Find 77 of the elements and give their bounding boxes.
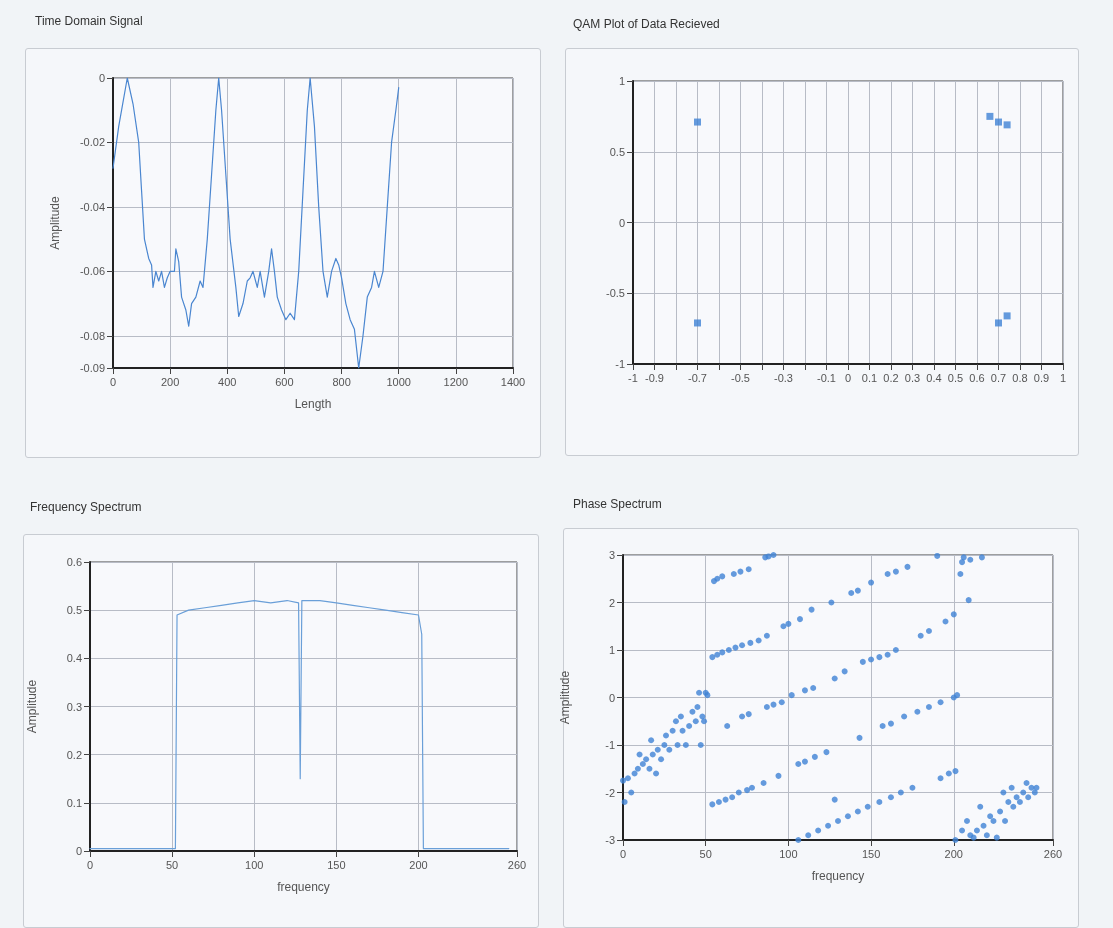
y-tick-label: 0.4 (66, 652, 82, 665)
y-tick-label: 0 (608, 691, 615, 704)
y-tick-label: 2 (608, 596, 615, 609)
x-tick-label: 1000 (386, 375, 411, 388)
point (694, 319, 701, 327)
x-tick-label: 150 (861, 847, 881, 860)
y-tick-label: 0.5 (66, 604, 82, 617)
y-tick-label: 0.1 (66, 796, 82, 809)
x-tick-label: 0.9 (1033, 371, 1050, 384)
line-series (89, 599, 510, 850)
x-tick-label: -0.9 (645, 371, 664, 384)
x-tick-label: 0.6 (969, 371, 985, 384)
x-tick-label: 1400 (500, 375, 526, 388)
x-tick-label: 50 (165, 858, 179, 871)
point (1003, 312, 1011, 320)
x-tick-label: -0.3 (774, 371, 793, 384)
y-tick-label: 0 (98, 72, 105, 84)
point (1003, 121, 1011, 129)
x-tick-label: 1 (1059, 371, 1067, 384)
y-tick-label: -0.02 (79, 136, 105, 149)
y-tick-label: 1 (608, 644, 615, 656)
y-tick-label: 0 (618, 216, 625, 229)
y-tick-label: -0.04 (79, 200, 105, 213)
x-tick-label: 150 (327, 858, 346, 871)
x-tick-label: 0.3 (904, 371, 921, 384)
y-tick-label: 0.5 (609, 145, 625, 158)
x-tick-label: 50 (699, 847, 712, 860)
y-tick-label: -0.09 (79, 362, 105, 374)
chart-title: Frequency Spectrum (30, 500, 142, 514)
x-axis-title: frequency (277, 880, 330, 894)
x-tick-label: 100 (779, 847, 798, 860)
y-tick-label: -2 (605, 786, 615, 799)
x-axis-title: Length (294, 397, 332, 411)
y-tick-label: 1 (618, 75, 625, 87)
x-tick-label: 0.8 (1012, 371, 1028, 384)
x-tick-label: -0.5 (731, 371, 750, 384)
x-tick-label: 0.1 (861, 371, 878, 384)
x-tick-label: -1 (628, 371, 638, 384)
y-tick-label: 3 (608, 549, 615, 561)
chart-title: Time Domain Signal (35, 14, 143, 28)
x-tick-label: -0.7 (688, 371, 707, 384)
x-tick-label: 0.4 (926, 371, 942, 384)
y-axis-title: Amplitude (558, 670, 572, 725)
y-tick-label: -0.08 (79, 329, 105, 342)
x-tick-label: 0 (109, 375, 117, 388)
y-axis-title: Amplitude (25, 679, 39, 734)
x-tick-label: 200 (944, 847, 963, 860)
x-tick-label: 100 (245, 858, 264, 871)
x-axis-title: frequency (811, 869, 865, 883)
x-tick-label: 600 (275, 375, 294, 388)
x-tick-label: 400 (218, 375, 237, 388)
x-tick-label: 800 (332, 375, 351, 388)
x-tick-label: 260 (1043, 847, 1063, 860)
y-tick-label: -3 (605, 834, 615, 846)
chart-title: QAM Plot of Data Recieved (573, 17, 720, 31)
x-tick-label: -0.1 (817, 371, 836, 384)
x-tick-label: 1200 (443, 375, 469, 388)
y-tick-label: 0.2 (66, 748, 82, 761)
x-tick-label: 0 (844, 371, 852, 384)
x-tick-label: 260 (507, 858, 527, 871)
y-tick-label: -0.5 (606, 287, 625, 300)
x-tick-label: 0.7 (990, 371, 1007, 384)
y-tick-label: -0.06 (79, 265, 105, 278)
x-tick-label: 200 (409, 858, 428, 871)
point (694, 118, 701, 126)
y-axis-title: Amplitude (48, 196, 62, 250)
chart-title: Phase Spectrum (573, 497, 662, 511)
y-tick-label: 0.6 (66, 556, 82, 568)
point (995, 118, 1002, 126)
y-tick-label: -1 (615, 358, 625, 370)
y-tick-label: -1 (605, 739, 615, 751)
point (995, 319, 1002, 327)
y-tick-label: 0.3 (66, 700, 82, 713)
point (986, 112, 994, 120)
x-tick-label: 200 (160, 375, 180, 388)
x-tick-label: 0.5 (947, 371, 964, 384)
x-tick-label: 0.2 (883, 371, 899, 384)
